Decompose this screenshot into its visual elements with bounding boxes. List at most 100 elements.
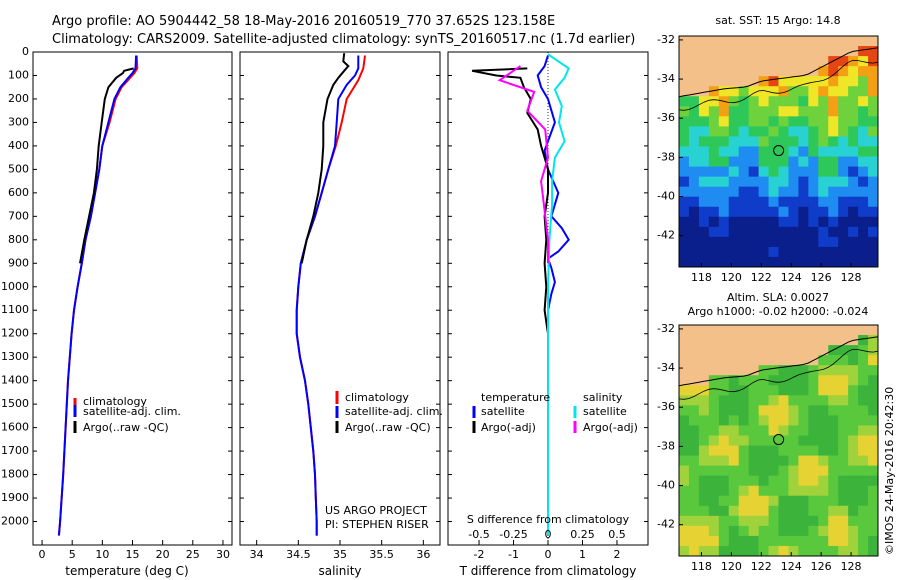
ocean-cell (858, 455, 869, 467)
ocean-cell (788, 186, 799, 198)
ocean-cell (848, 375, 859, 386)
ocean-cell (788, 425, 799, 436)
ocean-cell (868, 66, 879, 77)
land-cell (798, 66, 809, 77)
ocean-cell (818, 525, 829, 537)
ocean-cell (778, 206, 789, 218)
ocean-cell (868, 106, 879, 117)
ocean-cell (718, 226, 730, 238)
ocean-cell (858, 405, 869, 416)
land-cell (758, 335, 769, 346)
ocean-cell (748, 176, 759, 188)
ocean-cell (698, 256, 710, 268)
ocean-cell (818, 535, 829, 547)
land-cell (738, 345, 750, 356)
ocean-cell (778, 106, 789, 117)
ocean-cell (828, 176, 839, 188)
land-cell (688, 86, 700, 97)
land-cell (679, 36, 690, 47)
ocean-cell (868, 186, 879, 198)
land-cell (738, 56, 750, 67)
ocean-cell (688, 96, 700, 107)
land-cell (688, 345, 700, 356)
ocean-cell (738, 425, 750, 436)
ocean-cell (778, 236, 789, 248)
ocean-cell (858, 475, 869, 487)
land-cell (679, 375, 690, 386)
ocean-cell (808, 166, 819, 178)
ocean-cell (838, 365, 849, 376)
legend-t-argo: Argo(-adj) (481, 421, 536, 434)
ocean-cell (788, 435, 799, 446)
ocean-cell (868, 335, 879, 346)
ocean-cell (688, 236, 700, 248)
ocean-cell (758, 505, 769, 517)
ocean-cell (868, 525, 879, 537)
ocean-cell (708, 206, 720, 218)
ocean-cell (768, 415, 779, 426)
lat-tick-label: -36 (657, 400, 675, 413)
ocean-cell (868, 116, 879, 127)
sst-map: sat. SST: 15 Argo: 14.8 118 120 122 124 126 1… (657, 14, 879, 284)
ocean-cell (838, 385, 849, 396)
land-cell (728, 355, 740, 366)
ocean-cell (838, 166, 849, 178)
ocean-cell (788, 196, 799, 208)
ocean-cell (698, 535, 710, 547)
ocean-cell (868, 196, 879, 208)
ocean-cell (778, 515, 789, 527)
ocean-cell (708, 515, 720, 527)
ocean-cell (848, 445, 859, 456)
ocean-cell (818, 475, 829, 487)
lat-tick-label: -38 (657, 150, 675, 163)
x-tick-label: 35.5 (369, 548, 394, 561)
land-cell (798, 56, 809, 67)
ocean-cell (688, 156, 700, 167)
ocean-cell (768, 236, 779, 248)
ocean-cell (798, 435, 809, 446)
lat-tick-label: -38 (657, 439, 675, 452)
ocean-cell (788, 375, 799, 386)
ocean-cell (788, 76, 799, 87)
ocean-cell (679, 425, 690, 436)
land-cell (748, 46, 759, 57)
ocean-cell (798, 545, 809, 557)
ocean-cell (679, 415, 690, 426)
ocean-cell (708, 116, 720, 127)
land-cell (758, 345, 769, 356)
ocean-cell (708, 435, 720, 446)
ocean-cell (728, 216, 740, 228)
ocean-cell (698, 206, 710, 218)
land-cell (728, 76, 740, 87)
land-cell (698, 86, 710, 97)
land-cell (768, 36, 779, 47)
ocean-cell (858, 106, 869, 117)
ocean-cell (818, 196, 829, 208)
ocean-cell (868, 365, 879, 376)
ocean-cell (698, 236, 710, 248)
ocean-cell (698, 405, 710, 416)
ocean-cell (808, 116, 819, 127)
ocean-cell (688, 186, 700, 198)
ocean-cell (688, 535, 700, 547)
ocean-cell (768, 365, 779, 376)
ocean-cell (798, 425, 809, 436)
ocean-cell (798, 465, 809, 477)
ocean-cell (848, 525, 859, 537)
land-cell (738, 36, 750, 47)
ocean-cell (858, 86, 869, 97)
y-tick-label: 0 (22, 45, 29, 58)
ocean-cell (828, 425, 839, 436)
ocean-cell (848, 535, 859, 547)
ocean-cell (708, 106, 720, 117)
ocean-cell (848, 435, 859, 446)
ocean-cell (818, 246, 829, 258)
ocean-cell (738, 196, 750, 208)
land-cell (718, 355, 730, 366)
ocean-cell (679, 505, 690, 517)
ocean-cell (848, 515, 859, 527)
temperature-axes-frame (32, 51, 233, 546)
ocean-cell (698, 395, 710, 406)
y-tick-label: 1500 (1, 397, 29, 410)
ocean-cell (838, 535, 849, 547)
